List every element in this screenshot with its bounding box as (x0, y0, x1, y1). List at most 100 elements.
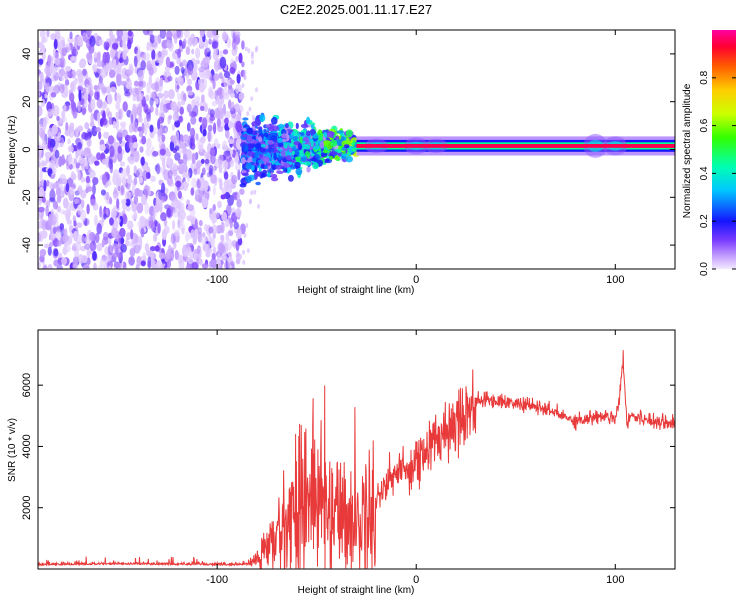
spectrogram-noise-blob (66, 209, 72, 218)
spectrogram-noise-blob (190, 137, 194, 144)
spectrogram-noise-blob (46, 30, 50, 38)
spectrogram-noise-blob (131, 120, 138, 131)
spectrogram-noise-blob (159, 30, 166, 39)
spectrogram-noise-blob (122, 129, 128, 138)
spectrogram-signal-blob (281, 139, 288, 142)
spectrogram-noise-blob (172, 112, 179, 122)
spectrogram-noise-blob (50, 208, 55, 216)
spectrogram-noise-blob (94, 214, 98, 226)
spectrogram-signal-blob (275, 164, 283, 170)
spectrogram-noise-blob (107, 111, 113, 119)
spectrogram-signal-blob (327, 130, 335, 138)
spectrogram-noise-blob (109, 48, 116, 59)
spectrogram-noise-blob (92, 183, 96, 196)
spectrogram-noise-blob (243, 69, 247, 75)
spectrogram-noise-blob (139, 146, 144, 153)
spectrogram-signal-blob (336, 130, 345, 134)
spectrogram-noise-blob (86, 52, 93, 60)
spectrogram-noise-blob (218, 162, 223, 174)
spectrogram-noise-blob (251, 59, 254, 65)
spectrogram-noise-blob (128, 155, 135, 165)
spectrogram-noise-blob (45, 113, 50, 124)
spectrogram-noise-blob (236, 193, 241, 200)
spectrogram-noise-blob (235, 138, 243, 150)
spectrogram-noise-blob (134, 234, 139, 244)
y-tick-label: 6000 (21, 373, 33, 397)
spectrogram-noise-blob (177, 219, 181, 229)
spectrogram-noise-blob (43, 36, 48, 43)
spectrogram-noise-blob (127, 39, 132, 50)
spectrogram-noise-blob (186, 122, 191, 132)
spectrogram-noise-blob (153, 127, 158, 135)
spectrogram-noise-blob (198, 36, 203, 47)
spectrogram-signal-blob (239, 183, 247, 188)
spectrogram-noise-blob (116, 72, 122, 83)
spectrogram-noise-blob (191, 177, 198, 189)
spectrogram-noise-blob (161, 157, 166, 168)
spectrogram-signal-blob (294, 156, 301, 161)
spectrogram-noise-blob (204, 181, 209, 191)
spectrogram-noise-blob (211, 224, 218, 235)
spectrogram-noise-blob (177, 76, 183, 82)
spectrogram-noise-blob (138, 80, 144, 87)
spectrogram-noise-blob (38, 211, 42, 219)
spectrogram-noise-blob (229, 79, 235, 85)
spectrogram-noise-blob (54, 212, 59, 223)
spectrogram-signal-blob (345, 156, 353, 163)
spectrogram-noise-blob (149, 124, 154, 133)
spectrogram-noise-blob (257, 203, 260, 209)
spectrogram-noise-blob (236, 250, 240, 258)
spectrogram-noise-blob (45, 81, 50, 93)
spectrogram-noise-blob (120, 168, 128, 178)
spectrogram-noise-blob (74, 35, 79, 47)
spectrogram-noise-blob (69, 224, 74, 231)
spectrogram-signal-blob (265, 124, 271, 128)
spectrogram-noise-blob (235, 36, 240, 45)
spectrogram-noise-blob (94, 232, 100, 244)
spectrogram-noise-blob (133, 194, 139, 205)
x-tick-label: 0 (413, 574, 419, 586)
spectrogram-x-label: Height of straight line (km) (298, 285, 415, 296)
spectrogram-noise-blob (38, 261, 41, 269)
spectrogram-noise-blob (111, 227, 119, 238)
spectrogram-noise-blob (82, 32, 87, 42)
spectrogram-noise-blob (121, 38, 127, 50)
spectrogram-noise-blob (170, 101, 177, 111)
spectrogram-noise-blob (210, 237, 215, 248)
spectrogram-noise-blob (184, 250, 190, 257)
spectrogram-noise-blob (224, 219, 230, 228)
spectrogram-noise-blob (207, 130, 211, 143)
spectrogram-noise-blob (144, 202, 150, 215)
spectrogram-noise-blob (96, 52, 101, 62)
spectrogram-noise-blob (110, 36, 115, 42)
spectrogram-noise-blob (86, 247, 91, 258)
spectrogram-noise-blob (137, 117, 143, 123)
spectrogram-signal-blob (259, 114, 266, 123)
spectrogram-noise-blob (63, 103, 67, 111)
spectrogram-noise-blob (105, 208, 109, 216)
spectrogram-signal-blob (299, 157, 307, 162)
spectrogram-noise-blob (197, 180, 201, 189)
spectrogram-noise-blob (78, 155, 85, 165)
spectrogram-signal-blob (335, 135, 340, 141)
spectrogram-noise-blob (78, 89, 82, 102)
spectrogram-noise-blob (161, 49, 166, 59)
spectrogram-noise-blob (182, 153, 188, 166)
spectrogram-signal-blob (315, 153, 320, 160)
spectrogram-noise-blob (83, 92, 89, 102)
chart-title: C2E2.2025.001.11.17.E27 (280, 2, 432, 17)
spectrogram-noise-blob (191, 70, 198, 81)
spectrogram-noise-blob (77, 205, 84, 216)
spectrogram-marks (38, 30, 675, 269)
spectrogram-signal-blob (304, 144, 311, 150)
spectrogram-noise-blob (132, 141, 139, 149)
spectrogram-noise-blob (166, 151, 172, 158)
spectrogram-noise-blob (237, 169, 241, 181)
spectrogram-noise-blob (194, 228, 199, 240)
spectrogram-noise-blob (39, 249, 46, 257)
x-tick-label: -100 (206, 574, 228, 586)
spectrogram-noise-blob (230, 261, 235, 267)
spectrogram-noise-blob (235, 162, 241, 171)
spectrogram-noise-blob (183, 181, 187, 187)
spectrogram-noise-blob (45, 156, 51, 163)
